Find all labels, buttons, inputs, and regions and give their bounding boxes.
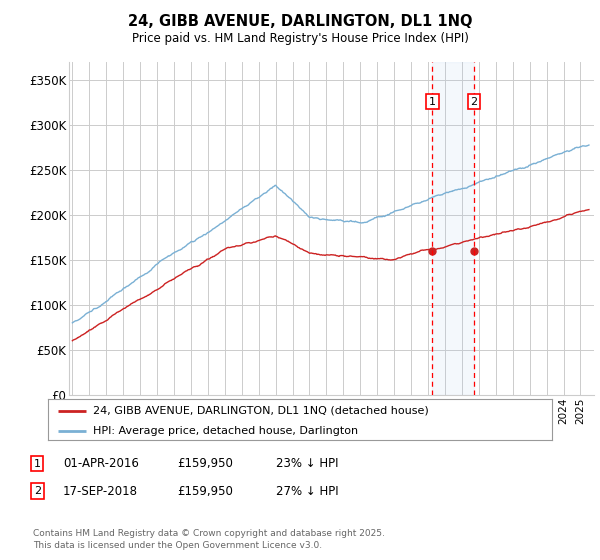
Text: 2: 2 [34, 486, 41, 496]
Text: Price paid vs. HM Land Registry's House Price Index (HPI): Price paid vs. HM Land Registry's House … [131, 32, 469, 45]
Text: 01-APR-2016: 01-APR-2016 [63, 457, 139, 470]
Text: 24, GIBB AVENUE, DARLINGTON, DL1 1NQ: 24, GIBB AVENUE, DARLINGTON, DL1 1NQ [128, 14, 472, 29]
Text: 24, GIBB AVENUE, DARLINGTON, DL1 1NQ (detached house): 24, GIBB AVENUE, DARLINGTON, DL1 1NQ (de… [94, 405, 429, 416]
Text: 1: 1 [34, 459, 41, 469]
Text: 2: 2 [470, 96, 478, 106]
Text: 23% ↓ HPI: 23% ↓ HPI [276, 457, 338, 470]
Text: 1: 1 [429, 96, 436, 106]
Text: 27% ↓ HPI: 27% ↓ HPI [276, 484, 338, 498]
Text: 17-SEP-2018: 17-SEP-2018 [63, 484, 138, 498]
Text: £159,950: £159,950 [177, 484, 233, 498]
Text: £159,950: £159,950 [177, 457, 233, 470]
Text: HPI: Average price, detached house, Darlington: HPI: Average price, detached house, Darl… [94, 426, 358, 436]
Bar [432, 62, 474, 395]
Text: Contains HM Land Registry data © Crown copyright and database right 2025.
This d: Contains HM Land Registry data © Crown c… [33, 529, 385, 550]
